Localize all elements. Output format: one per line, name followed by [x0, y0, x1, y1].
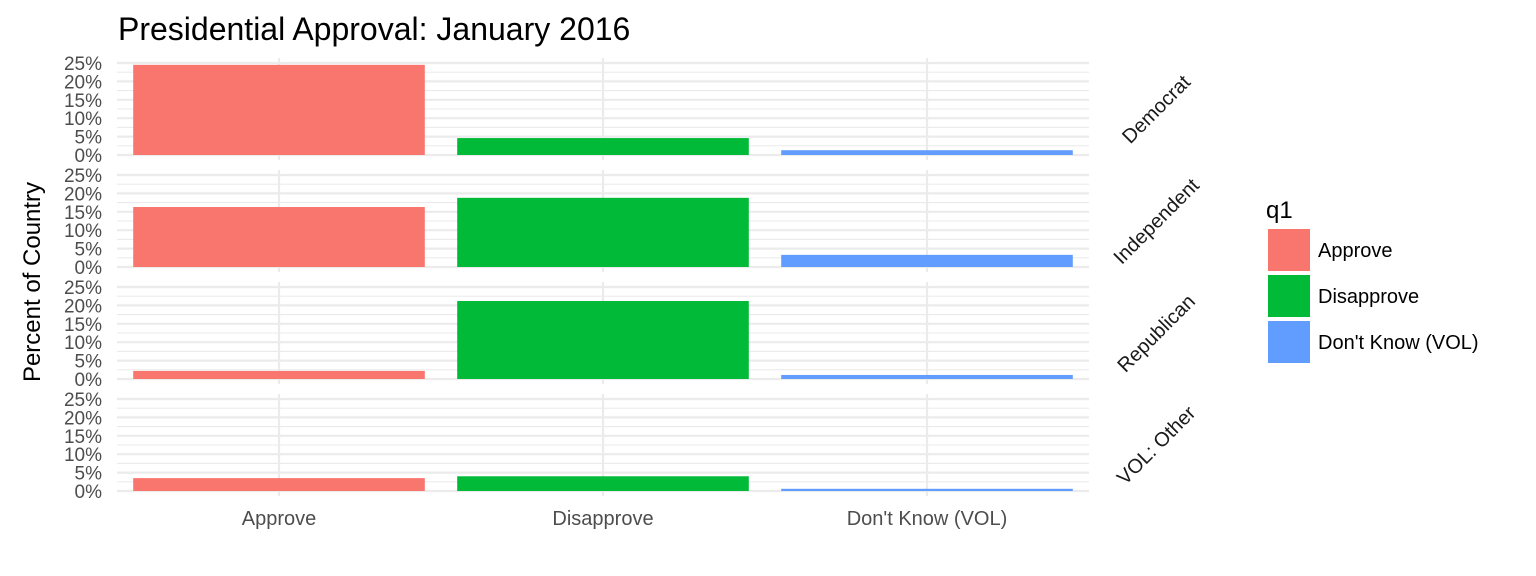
y-tick-label: 15%: [64, 203, 102, 224]
y-tick-label: 20%: [64, 72, 102, 93]
x-axis-ticks: Approve Disapprove Don't Know (VOL): [242, 508, 1008, 530]
y-tick-label: 20%: [64, 408, 102, 429]
facet-panel: 0%5%10%15%20%25% Republican: [64, 278, 1200, 391]
bar: [133, 207, 425, 267]
y-tick-label: 20%: [64, 296, 102, 317]
y-tick-label: 10%: [64, 221, 102, 242]
bar: [457, 476, 749, 491]
y-axis-label: Percent of Country: [19, 182, 46, 382]
y-tick-label: 25%: [64, 390, 102, 411]
y-tick-label: 5%: [75, 240, 103, 261]
bar: [781, 488, 1073, 491]
y-tick-label: 10%: [64, 333, 102, 354]
y-tick-label: 0%: [75, 370, 103, 391]
facet-strip-label: Republican: [1114, 291, 1200, 377]
bar: [781, 374, 1073, 379]
facet-strip-label: Independent: [1110, 174, 1205, 269]
y-tick-label: 10%: [64, 445, 102, 466]
y-tick-label: 5%: [75, 352, 103, 373]
y-tick-label: 5%: [75, 128, 103, 149]
legend-label: Disapprove: [1318, 286, 1419, 308]
y-tick-label: 25%: [64, 166, 102, 187]
x-tick-label: Disapprove: [552, 508, 653, 530]
legend-label: Approve: [1318, 240, 1393, 262]
legend-key: [1268, 275, 1310, 317]
legend-key: [1268, 229, 1310, 271]
legend-title: q1: [1266, 197, 1293, 224]
facet-strip-label: Democrat: [1118, 71, 1195, 148]
y-tick-label: 0%: [75, 258, 103, 279]
y-tick-label: 0%: [75, 146, 103, 167]
facet-strip-label: VOL: Other: [1113, 402, 1200, 489]
y-tick-label: 25%: [64, 54, 102, 75]
legend-label: Don't Know (VOL): [1318, 332, 1479, 354]
y-tick-label: 15%: [64, 91, 102, 112]
bar: [457, 300, 749, 379]
bar: [457, 197, 749, 267]
y-tick-label: 15%: [64, 315, 102, 336]
facet-panel: 0%5%10%15%20%25% Democrat: [64, 54, 1195, 167]
facet-panels: 0%5%10%15%20%25%Democrat0%5%10%15%20%25%…: [64, 54, 1204, 503]
legend-key: [1268, 321, 1310, 363]
y-tick-label: 10%: [64, 109, 102, 130]
facet-panel: 0%5%10%15%20%25% Independent: [64, 166, 1204, 279]
facet-panel: 0%5%10%15%20%25% VOL: Other: [64, 390, 1201, 503]
bar: [133, 478, 425, 491]
y-tick-label: 0%: [75, 482, 103, 503]
legend: q1 Approve Disapprove Don't Know (VOL): [1266, 197, 1479, 363]
y-tick-label: 25%: [64, 278, 102, 299]
bar: [781, 150, 1073, 155]
bar: [457, 138, 749, 155]
bar: [133, 370, 425, 379]
x-tick-label: Don't Know (VOL): [847, 508, 1008, 530]
y-tick-label: 20%: [64, 184, 102, 205]
bar: [781, 254, 1073, 267]
y-tick-label: 5%: [75, 464, 103, 485]
chart-title: Presidential Approval: January 2016: [118, 11, 630, 47]
x-tick-label: Approve: [242, 508, 317, 530]
y-tick-label: 15%: [64, 427, 102, 448]
bar: [133, 64, 425, 155]
